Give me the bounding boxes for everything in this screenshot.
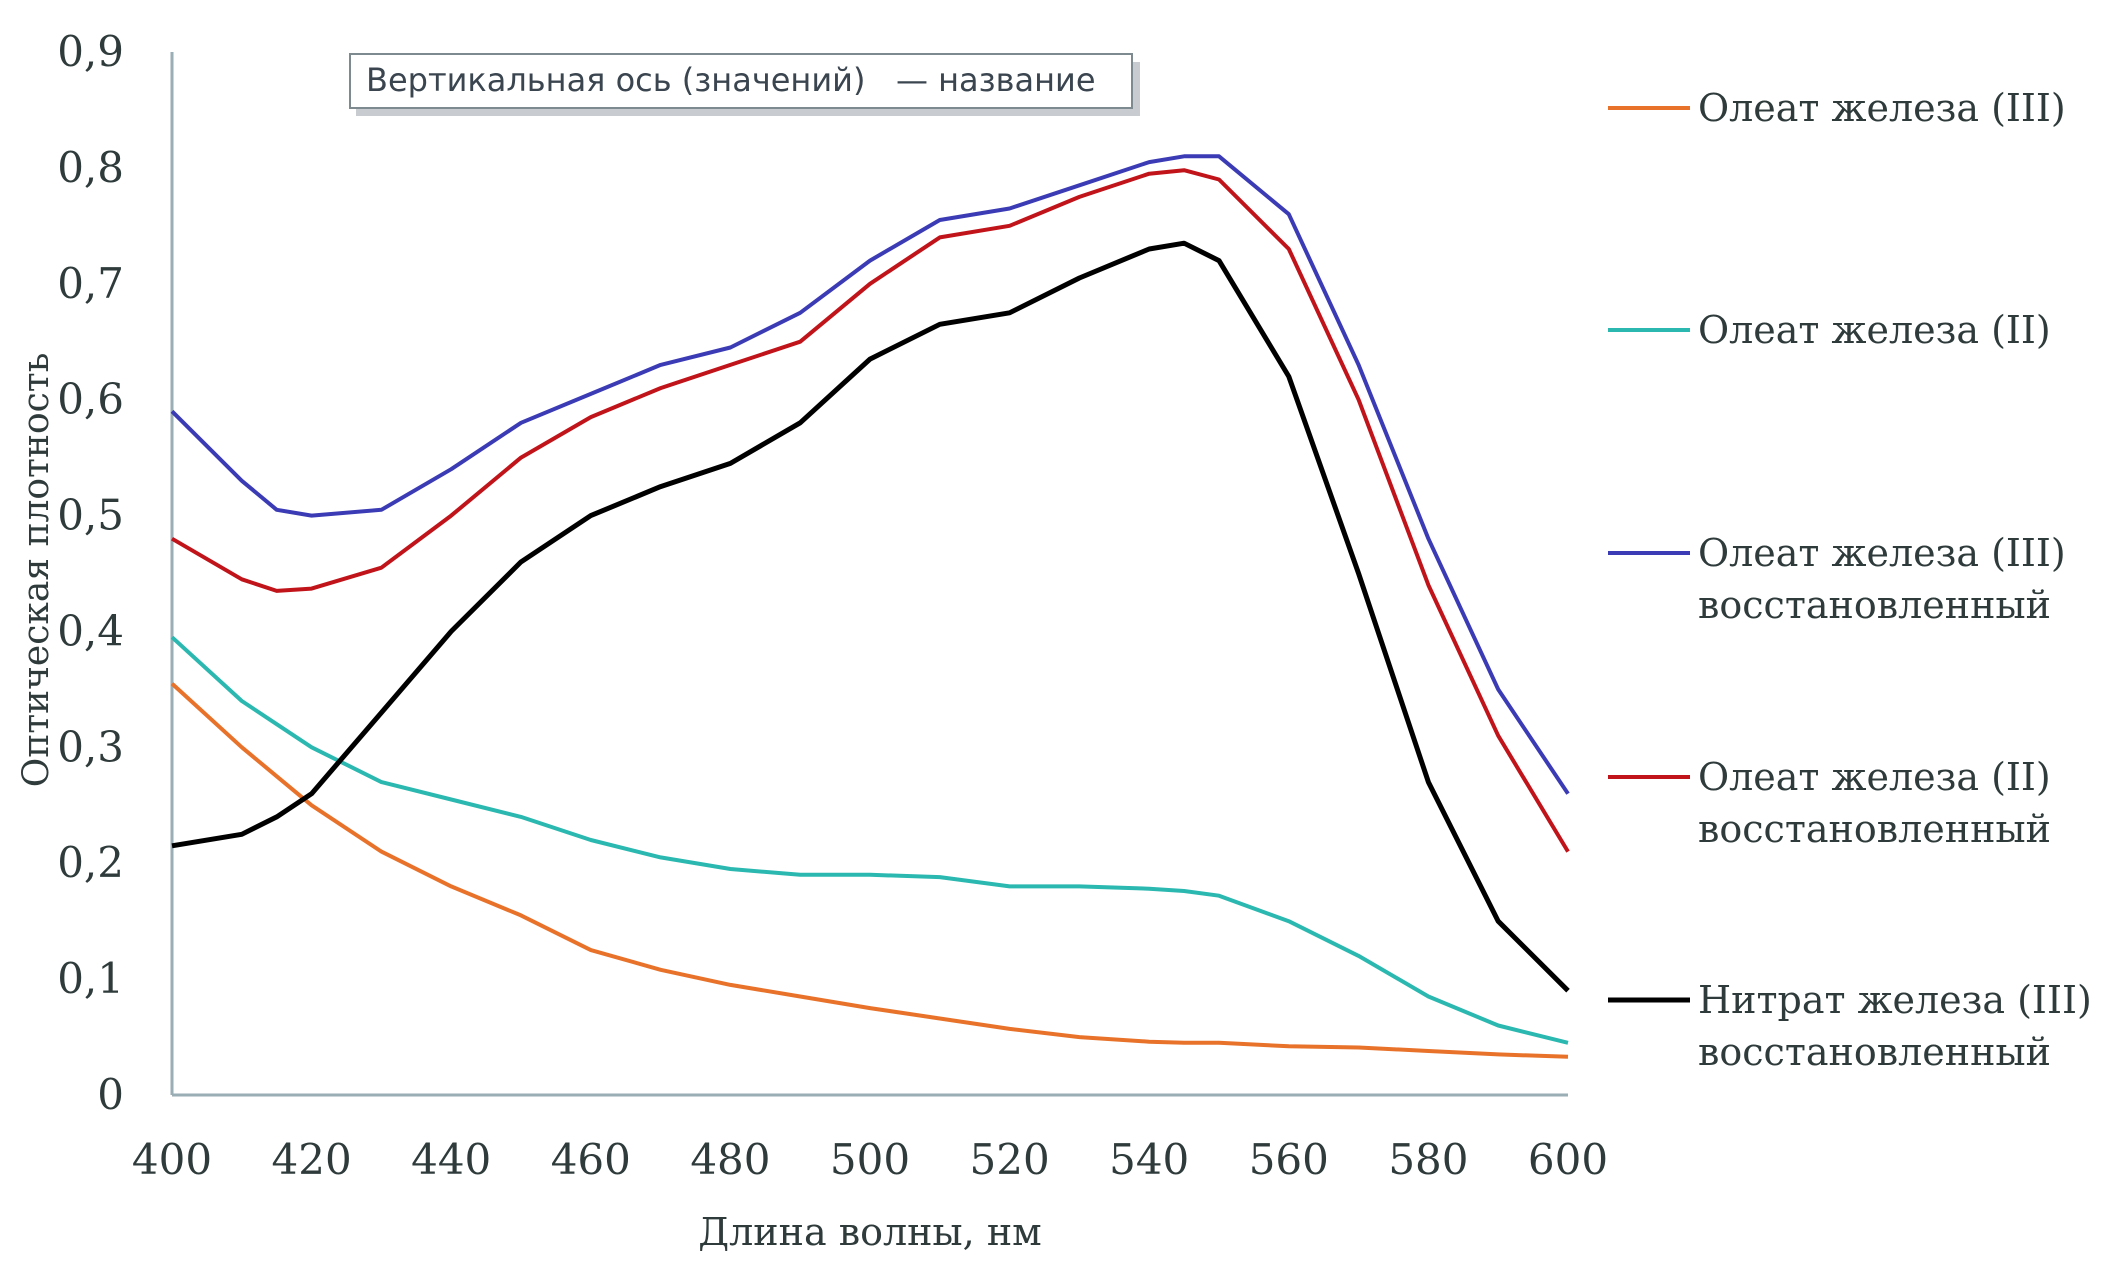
x-tick-label: 520 [970,1135,1050,1184]
x-tick-label: 500 [830,1135,910,1184]
y-tick-label: 0,6 [57,375,124,424]
x-tick-label: 440 [411,1135,491,1184]
series-line-2[interactable] [170,635,1569,1045]
legend-label: Нитрат железа (III) [1698,978,2092,1022]
x-tick-label: 600 [1528,1135,1608,1184]
axis-title-placeholder[interactable]: Вертикальная ось (значений) — название [349,53,1140,116]
x-axis-title: Длина волны, нм [698,1210,1041,1254]
legend-item[interactable]: Олеат железа (II) восстановленный [1608,755,2051,851]
y-tick-label: 0 [97,1070,124,1119]
y-tick-label: 0,1 [57,954,124,1003]
series-line-3[interactable] [170,154,1570,795]
x-tick-label: 400 [132,1135,212,1184]
legend-item[interactable]: Нитрат железа (III) восстановленный [1608,978,2092,1074]
y-tick-label: 0,7 [57,259,124,308]
series-lines [170,154,1570,1059]
series-line-1[interactable] [170,682,1569,1059]
legend-label: Олеат железа (III) [1698,531,2066,575]
placeholder-text: Вертикальная ось (значений) — название [366,61,1096,99]
legend-item[interactable]: Олеат железа (II) [1608,308,2051,352]
y-axis-title[interactable]: Оптическая плотность [16,353,57,788]
y-tick-label: 0,5 [57,491,124,540]
x-tick-label: 540 [1109,1135,1189,1184]
legend-label: Олеат железа (II) [1698,308,2051,352]
x-tick-label: 580 [1388,1135,1468,1184]
series-line-4[interactable] [170,168,1570,853]
legend-label: Олеат железа (II) [1698,755,2051,799]
y-tick-label: 0,4 [57,606,124,655]
placeholder-box [349,53,1133,109]
series-line-5[interactable] [171,240,1570,993]
axes [170,52,1568,1097]
y-tick-label: 0,8 [57,143,124,192]
y-tick-label: 0,3 [57,722,124,771]
x-tick-label: 480 [690,1135,770,1184]
x-tick-label: 460 [551,1135,631,1184]
legend-item[interactable]: Олеат железа (III) [1608,86,2066,130]
legend-label: восстановленный [1698,583,2051,627]
legend-item[interactable]: Олеат железа (III) восстановленный [1608,531,2066,627]
legend: Олеат железа (III)Олеат железа (II)Олеат… [1608,86,2092,1074]
x-tick-label: 420 [272,1135,352,1184]
legend-label: восстановленный [1698,807,2051,851]
x-tick-labels: 400 420 440 460 480 500 520 540 560 580 600 [132,1135,1608,1184]
legend-label: Олеат железа (III) [1698,86,2066,130]
y-tick-labels: 0 0,1 0,2 0,3 0,4 0,5 0,6 0,7 0,8 0,9 [57,27,124,1119]
x-tick-label: 560 [1249,1135,1329,1184]
legend-label: восстановленный [1698,1030,2051,1074]
y-tick-label: 0,9 [57,27,124,76]
y-tick-label: 0,2 [57,838,124,887]
